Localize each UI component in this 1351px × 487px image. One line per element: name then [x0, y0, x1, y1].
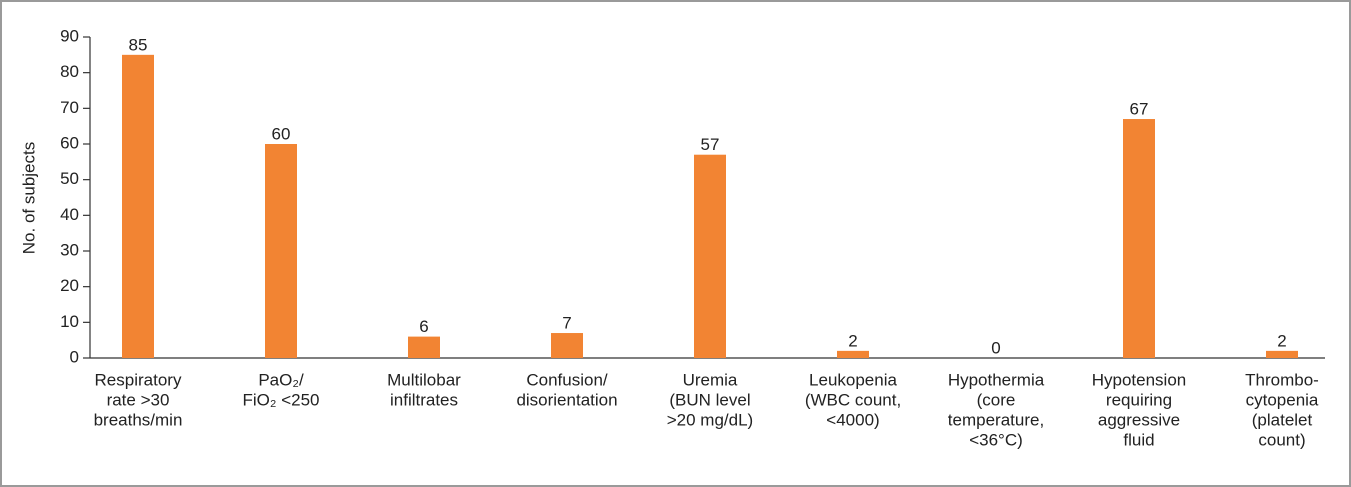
bar: [122, 54, 154, 358]
x-tick-label: breaths/min: [94, 410, 183, 429]
value-label: 67: [1130, 100, 1149, 119]
bar: [694, 154, 726, 358]
x-tick-label: infiltrates: [390, 390, 458, 409]
y-tick-label: 60: [60, 133, 79, 152]
x-tick-label: (platelet: [1252, 410, 1313, 429]
y-tick-label: 50: [60, 169, 79, 188]
x-tick-label: requiring: [1106, 390, 1172, 409]
x-tick-label: (BUN level: [669, 390, 750, 409]
x-tick-label: (WBC count,: [805, 390, 901, 409]
y-tick-label: 40: [60, 205, 79, 224]
y-axis-label: No. of subjects: [19, 142, 38, 254]
x-tick-label: temperature,: [948, 410, 1044, 429]
x-tick-label: PaO₂/: [258, 370, 304, 389]
x-tick-label: Confusion/: [526, 370, 608, 389]
y-tick-label: 80: [60, 62, 79, 81]
bar: [1123, 119, 1155, 359]
x-tick-label: FiO₂ <250: [243, 390, 320, 409]
bar: [551, 333, 583, 358]
value-label: 6: [419, 317, 428, 336]
x-tick-label: Hypothermia: [948, 370, 1045, 389]
y-tick-label: 30: [60, 240, 79, 259]
x-tick-label: Respiratory: [95, 370, 182, 389]
value-label: 2: [848, 331, 857, 350]
x-tick-label: >20 mg/dL): [667, 410, 753, 429]
y-tick-label: 0: [70, 347, 79, 366]
y-tick-label: 70: [60, 98, 79, 117]
bar: [408, 336, 440, 358]
value-label: 85: [129, 35, 148, 54]
value-label: 60: [272, 124, 291, 143]
x-tick-label: Hypotension: [1092, 370, 1187, 389]
x-tick-label: Leukopenia: [809, 370, 897, 389]
value-label: 57: [701, 135, 720, 154]
x-tick-label: rate >30: [107, 390, 170, 409]
value-label: 0: [991, 338, 1000, 357]
x-tick-label: (core: [977, 390, 1016, 409]
bar: [265, 144, 297, 358]
x-tick-label: disorientation: [516, 390, 617, 409]
value-label: 7: [562, 314, 571, 333]
x-tick-label: cytopenia: [1246, 390, 1319, 409]
y-tick-label: 90: [60, 26, 79, 45]
x-tick-label: fluid: [1123, 430, 1154, 449]
x-tick-label: <36°C): [969, 430, 1023, 449]
bar: [837, 350, 869, 358]
x-tick-label: count): [1258, 430, 1305, 449]
bar: [1266, 350, 1298, 358]
x-tick-label: Uremia: [683, 370, 738, 389]
y-tick-label: 10: [60, 312, 79, 331]
x-tick-label: Multilobar: [387, 370, 461, 389]
x-tick-label: <4000): [826, 410, 879, 429]
value-label: 2: [1277, 331, 1286, 350]
x-tick-label: aggressive: [1098, 410, 1180, 429]
x-tick-label: Thrombo-: [1245, 370, 1319, 389]
y-tick-label: 20: [60, 276, 79, 295]
